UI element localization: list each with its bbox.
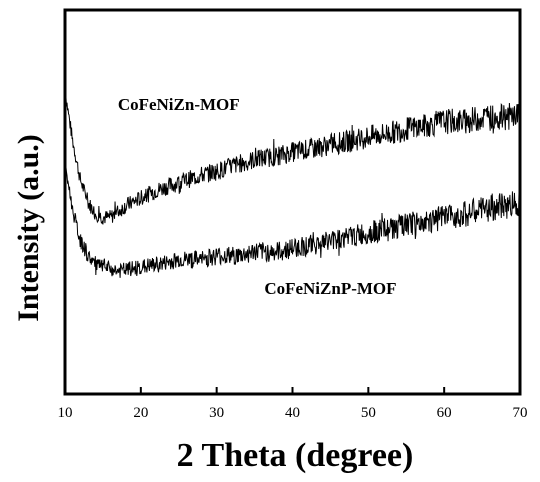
series-layer: [64, 90, 521, 278]
x-axis-title: 2 Theta (degree): [177, 437, 414, 474]
x-tick-label: 30: [209, 405, 224, 421]
series-annotation-1: CoFeNiZn-MOF: [118, 95, 240, 114]
x-tick-label: 40: [285, 405, 300, 421]
x-tick-label: 50: [361, 405, 376, 421]
y-axis-title: Intensity (a.u.): [12, 134, 45, 322]
x-ticks: 10 20 30 40 50 60 70: [58, 387, 528, 421]
x-tick-label: 60: [437, 405, 452, 421]
x-tick-label: 70: [513, 405, 528, 421]
series-line-2: [64, 160, 521, 278]
x-tick-label: 10: [58, 405, 73, 421]
series-line-1: [64, 90, 521, 225]
annotations: CoFeNiZn-MOF CoFeNiZnP-MOF: [118, 95, 397, 298]
plot-frame: [63, 8, 522, 396]
series-annotation-2: CoFeNiZnP-MOF: [264, 279, 396, 298]
x-tick-label: 20: [133, 405, 148, 421]
